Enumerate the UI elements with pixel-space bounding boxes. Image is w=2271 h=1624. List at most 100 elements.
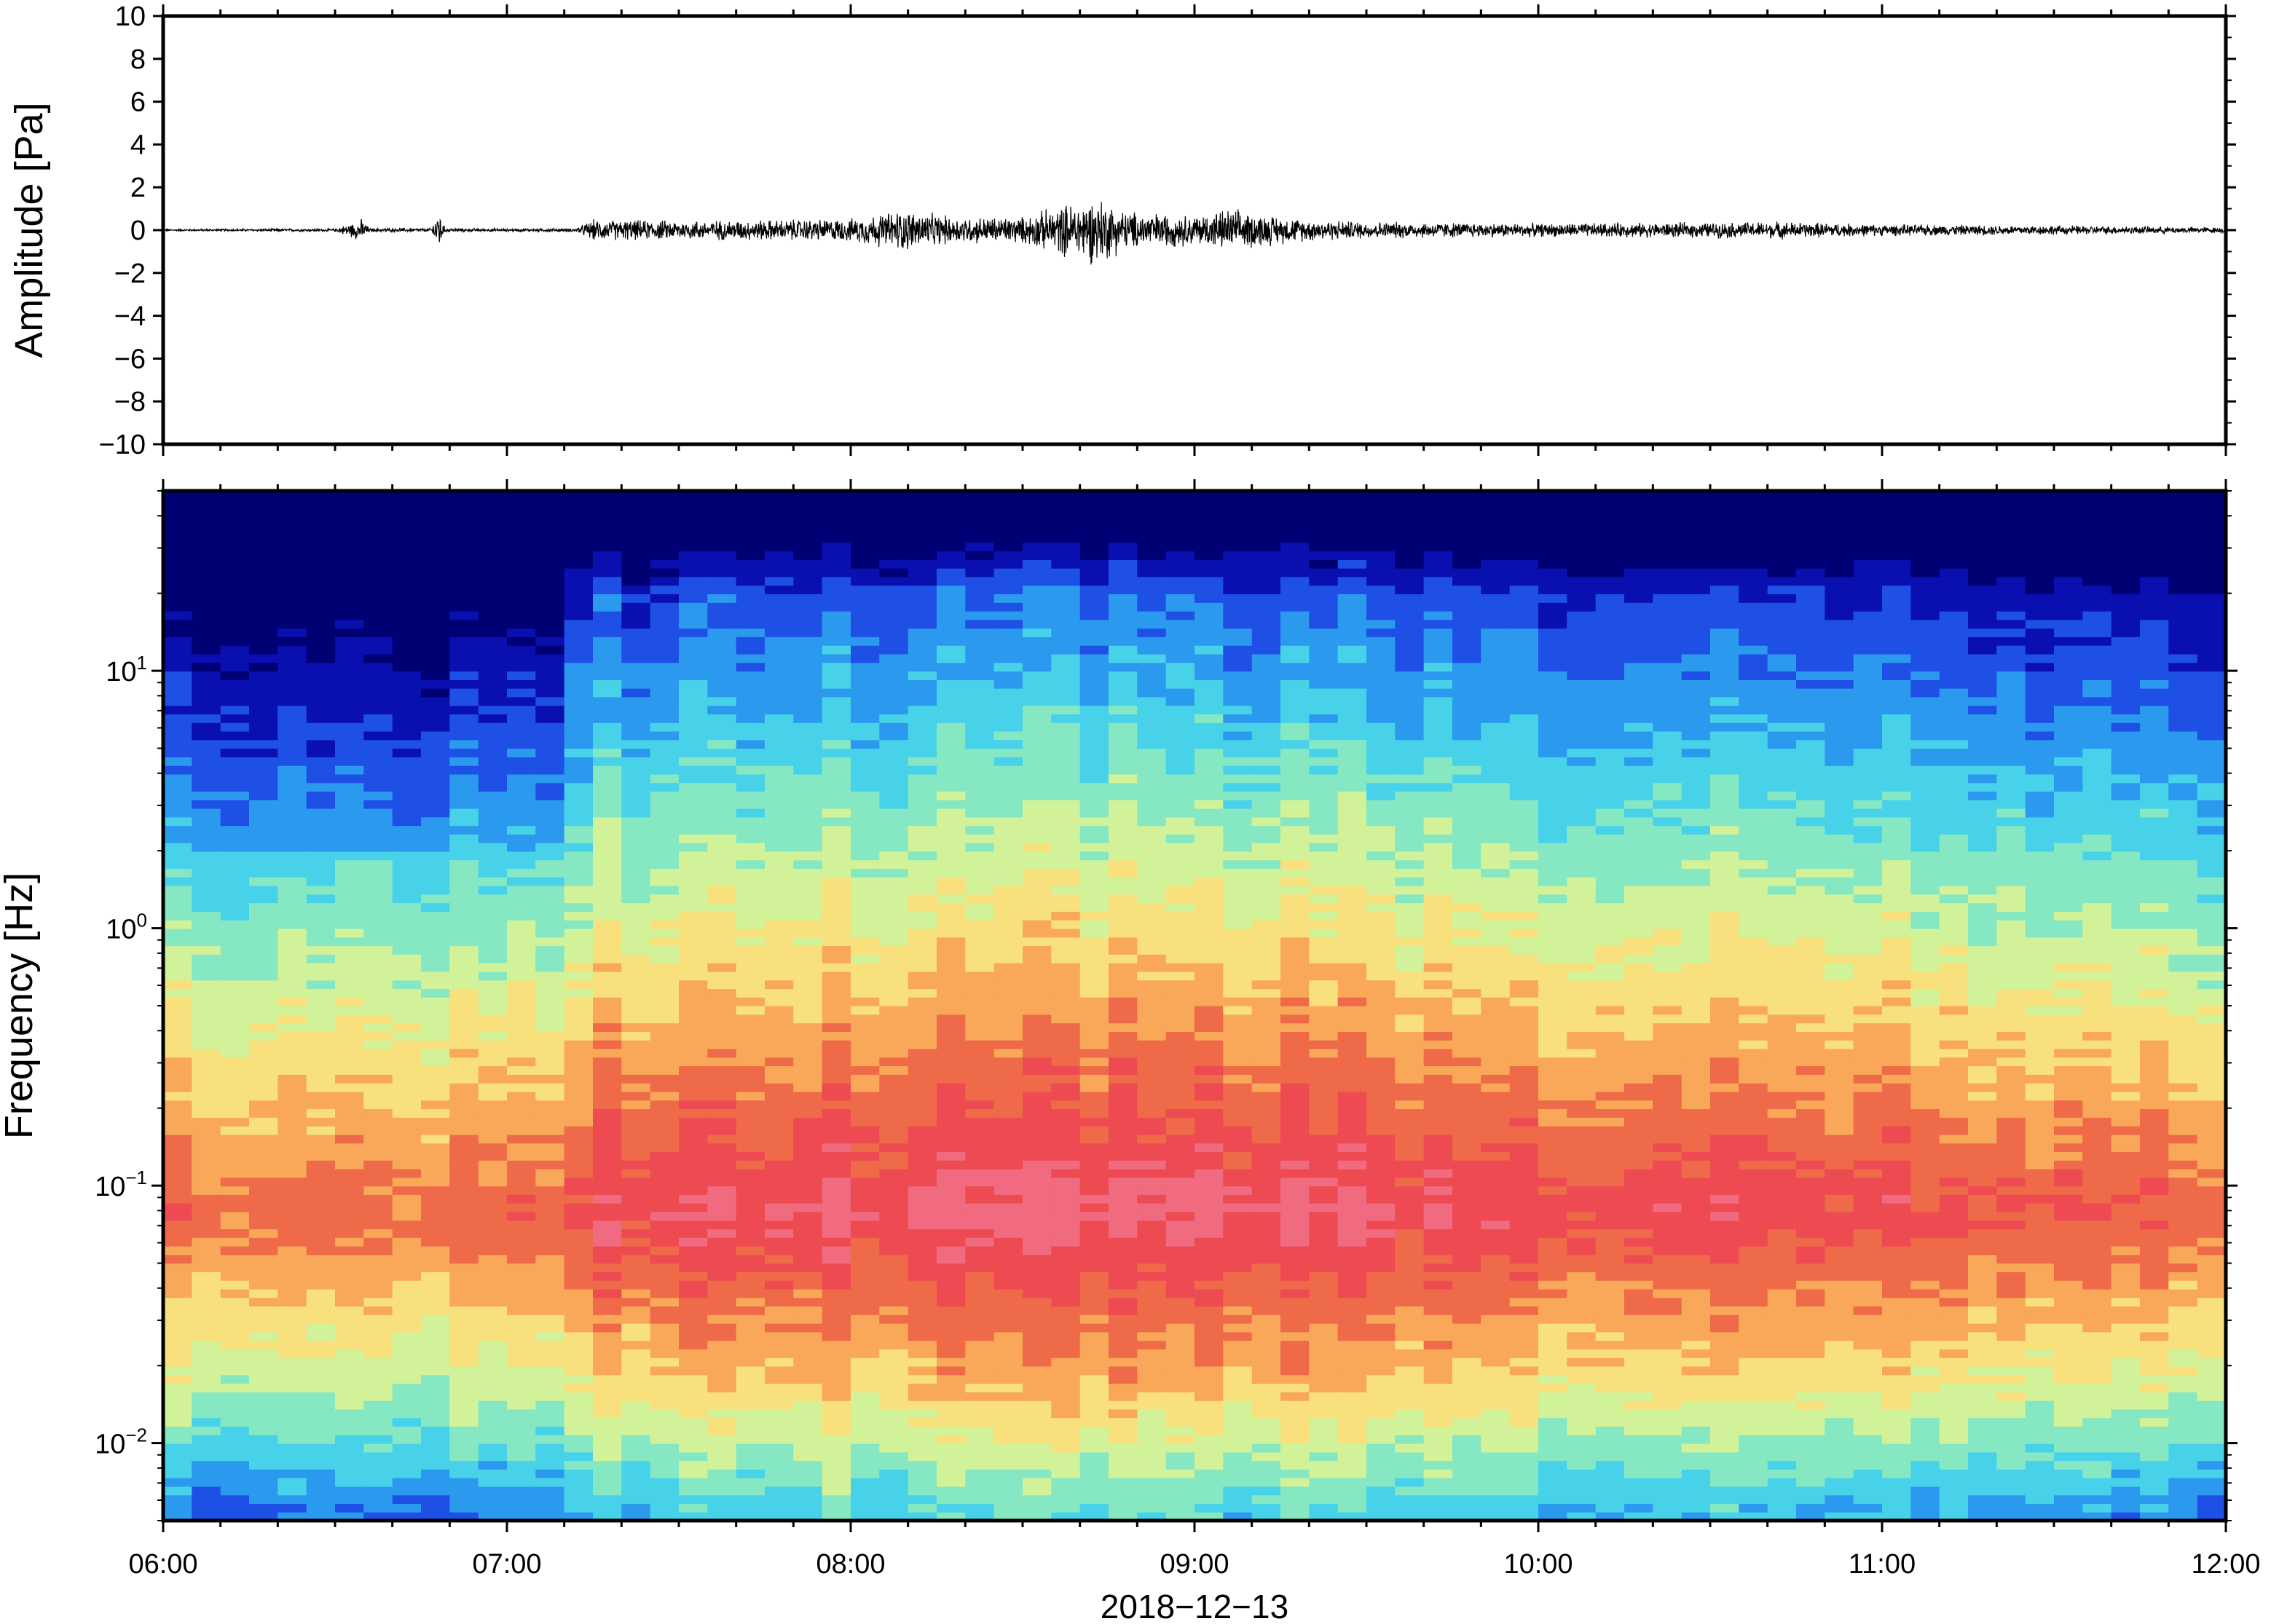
spectrogram-cell <box>593 816 622 827</box>
spectrogram-cell <box>535 653 565 663</box>
spectrogram-cell <box>535 1254 565 1264</box>
spectrogram-cell <box>851 1357 880 1367</box>
spectrogram-cell <box>1137 1349 1167 1358</box>
spectrogram-cell <box>822 1126 851 1135</box>
spectrogram-cell <box>679 1254 708 1264</box>
spectrogram-cell <box>593 748 622 757</box>
spectrogram-cell <box>765 1254 794 1264</box>
spectrogram-cell <box>1251 1074 1281 1084</box>
spectrogram-cell <box>1079 1383 1109 1392</box>
spectrogram-cell <box>507 602 536 612</box>
spectrogram-cell <box>593 937 622 947</box>
spectrogram-cell <box>1251 1272 1281 1281</box>
spectrogram-cell <box>1137 730 1167 741</box>
spectrogram-cell <box>1137 816 1167 827</box>
spectrogram-cell <box>650 491 680 500</box>
spectrogram-cell <box>1165 997 1195 1006</box>
spectrogram-cell <box>421 816 450 827</box>
spectrogram-cell <box>249 1417 278 1427</box>
spectrogram-cell <box>163 696 192 706</box>
spectrogram-cell <box>163 1280 192 1290</box>
spectrogram-cell <box>822 602 851 612</box>
spectrogram-cell <box>593 679 622 689</box>
spectrogram-cell <box>993 851 1023 861</box>
spectrogram-cell <box>1023 1383 1052 1392</box>
spectrogram-cell <box>1109 1126 1138 1135</box>
spectrogram-cell <box>564 1503 594 1513</box>
spectrogram-cell <box>937 1469 966 1478</box>
spectrogram-cell <box>822 791 851 800</box>
spectrogram-cell <box>278 1203 307 1213</box>
spectrogram-cell <box>965 1331 995 1341</box>
spectrogram-cell <box>793 1254 823 1264</box>
spectrogram-cell <box>965 911 995 921</box>
spectrogram-cell <box>937 679 966 689</box>
spectrogram-cell <box>851 1022 880 1032</box>
spectrogram-cell <box>363 945 393 955</box>
spectrogram-cell <box>421 1349 450 1358</box>
spectrogram-cell <box>1280 1048 1310 1058</box>
spectrogram-cell <box>1137 988 1167 998</box>
spectrogram-cell <box>993 1254 1023 1264</box>
spectrogram-cell <box>421 868 450 878</box>
spectrogram-cell <box>1023 696 1052 706</box>
spectrogram-cell <box>822 1297 851 1306</box>
spectrogram-cell <box>879 1237 909 1247</box>
spectrogram-cell <box>163 1074 192 1084</box>
spectrogram-cell <box>249 714 278 723</box>
spectrogram-cell <box>793 671 823 680</box>
spectrogram-cell <box>879 1006 909 1015</box>
spectrogram-cell <box>1165 971 1195 981</box>
spectrogram-cell <box>363 1288 393 1298</box>
spectrogram-cell <box>192 1074 221 1084</box>
spectrogram-cell <box>306 1083 336 1092</box>
spectrogram-cell <box>363 1245 393 1256</box>
spectrogram-cell <box>879 1203 909 1213</box>
spectrogram-cell <box>1251 1460 1281 1470</box>
spectrogram-cell <box>707 508 737 517</box>
spectrogram-cell <box>1309 1100 1339 1109</box>
spectrogram-cell <box>249 1074 278 1084</box>
spectrogram-cell <box>1309 920 1339 929</box>
spectrogram-cell <box>564 1340 594 1349</box>
spectrogram-cell <box>1137 696 1167 706</box>
spectrogram-cell <box>1194 748 1224 757</box>
spectrogram-cell <box>564 1365 594 1376</box>
spectrogram-cell <box>1109 1357 1138 1367</box>
spectrogram-cell <box>192 1297 221 1306</box>
spectrogram-cell <box>793 1245 823 1256</box>
spectrogram-cell <box>879 594 909 603</box>
spectrogram-cell <box>249 1126 278 1135</box>
spectrogram-cell <box>220 1383 250 1392</box>
spectrogram-cell <box>507 843 536 852</box>
spectrogram-cell <box>937 705 966 714</box>
spectrogram-cell <box>621 1168 651 1178</box>
spectrogram-cell <box>879 1014 909 1024</box>
spectrogram-cell <box>593 1057 622 1067</box>
spectrogram-cell <box>507 653 536 663</box>
spectrogram-cell <box>707 1280 737 1290</box>
spectrogram-cell <box>851 730 880 741</box>
spectrogram-cell <box>1109 1365 1138 1376</box>
spectrogram-cell <box>1079 1331 1109 1341</box>
spectrogram-cell <box>306 1435 336 1444</box>
spectrogram-cell <box>421 834 450 843</box>
spectrogram-cell <box>564 894 594 904</box>
spectrogram-cell <box>593 1186 622 1195</box>
spectrogram-cell <box>449 1314 479 1324</box>
spectrogram-cell <box>793 1460 823 1470</box>
spectrogram-cell <box>765 585 794 594</box>
spectrogram-cell <box>564 937 594 947</box>
spectrogram-cell <box>736 1435 765 1444</box>
spectrogram-cell <box>1223 902 1253 912</box>
spectrogram-cell <box>1051 619 1081 629</box>
spectrogram-cell <box>1023 1040 1052 1049</box>
spectrogram-cell <box>1137 1288 1167 1298</box>
spectrogram-cell <box>1023 1177 1052 1187</box>
spectrogram-cell <box>249 782 278 792</box>
spectrogram-cell <box>564 645 594 655</box>
spectrogram-cell <box>1109 971 1138 981</box>
spectrogram-cell <box>1251 1048 1281 1058</box>
spectrogram-cell <box>908 508 937 517</box>
spectrogram-cell <box>707 1117 737 1127</box>
